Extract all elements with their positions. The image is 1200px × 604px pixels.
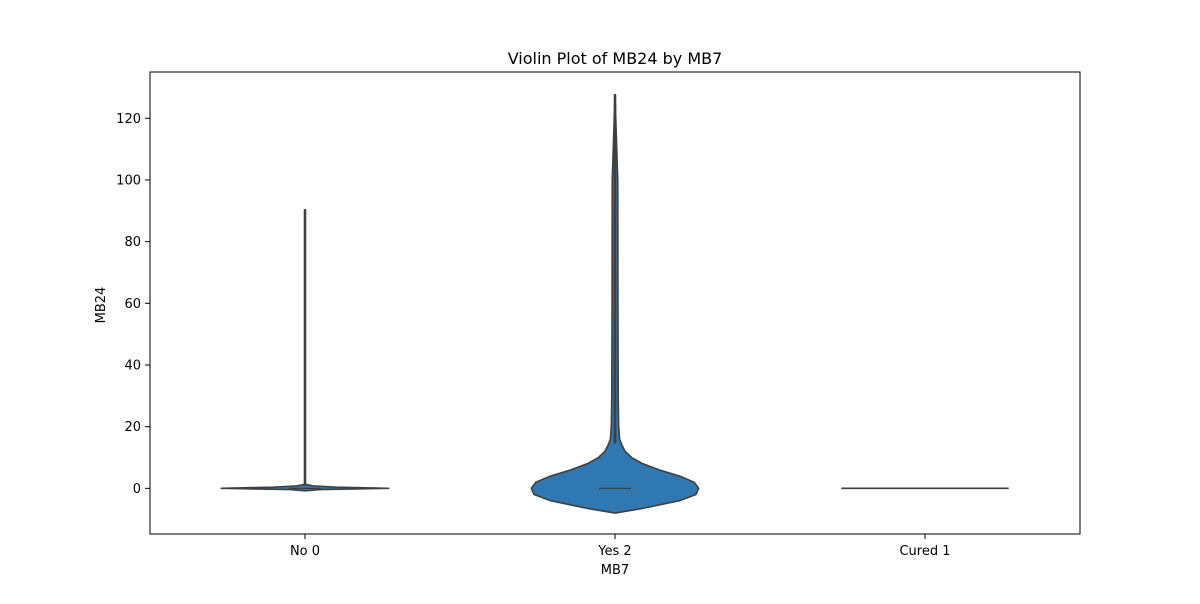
- x-tick-label: Cured 1: [899, 544, 950, 559]
- y-tick-label: 0: [133, 482, 141, 497]
- chart-title: Violin Plot of MB24 by MB7: [508, 49, 723, 68]
- violin-1: [530, 93, 700, 514]
- violin-0: [220, 208, 390, 492]
- y-tick-label: 80: [124, 235, 141, 250]
- x-tick-label: Yes 2: [597, 544, 631, 559]
- y-tick-label: 20: [124, 420, 141, 435]
- violins-layer: [220, 93, 1009, 514]
- x-axis-label: MB7: [601, 563, 629, 578]
- y-axis: 0 20 40 60 80 100 120: [116, 112, 150, 497]
- y-tick-label: 100: [116, 173, 141, 188]
- y-tick-label: 40: [124, 358, 141, 373]
- x-axis: No 0 Yes 2 Cured 1: [290, 534, 951, 559]
- x-tick-label: No 0: [290, 544, 320, 559]
- y-tick-label: 120: [116, 112, 141, 127]
- y-axis-label: MB24: [94, 287, 109, 324]
- y-tick-label: 60: [124, 297, 141, 312]
